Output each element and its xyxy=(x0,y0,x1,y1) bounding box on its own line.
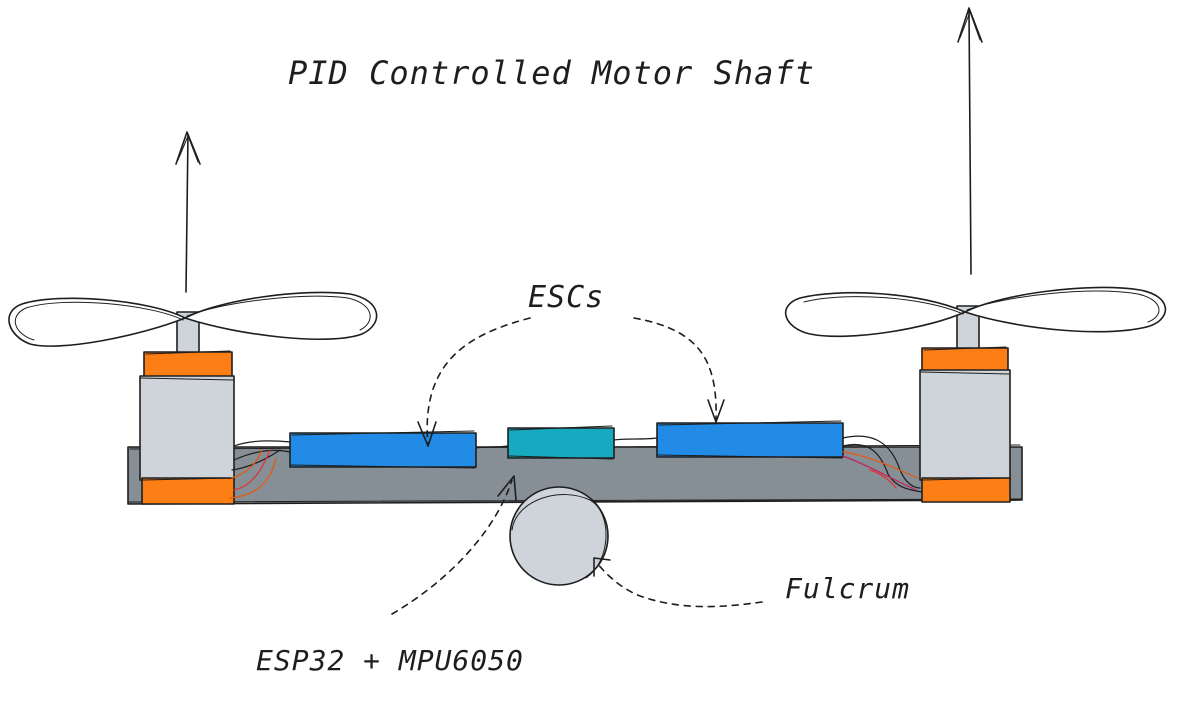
fulcrum-pointer xyxy=(595,561,763,608)
controller-pointer-head xyxy=(497,475,517,501)
escs-pointer-left xyxy=(426,317,531,447)
right-thrust-arrow xyxy=(957,7,983,275)
right-motor xyxy=(919,305,1011,503)
escs-pointer-left-head xyxy=(417,421,437,447)
escs-pointer-right-head xyxy=(707,399,725,423)
diagram-title: PID Controlled Motor Shaft xyxy=(288,54,815,92)
left-motor xyxy=(139,311,235,505)
fulcrum-label: Fulcrum xyxy=(785,572,911,605)
escs-pointer-right xyxy=(633,317,717,423)
controller-label: ESP32 + MPU6050 xyxy=(256,644,524,677)
fulcrum-pointer-head xyxy=(593,557,611,577)
left-propeller xyxy=(8,291,378,347)
escs-label: ESCs xyxy=(528,280,605,315)
controller-pointer xyxy=(391,479,513,615)
left-thrust-arrow xyxy=(175,131,201,293)
wiring xyxy=(229,435,923,499)
left-esc xyxy=(289,430,477,469)
controller-board xyxy=(507,425,615,460)
right-esc xyxy=(656,420,844,459)
fulcrum xyxy=(509,486,609,586)
right-propeller xyxy=(784,286,1167,338)
